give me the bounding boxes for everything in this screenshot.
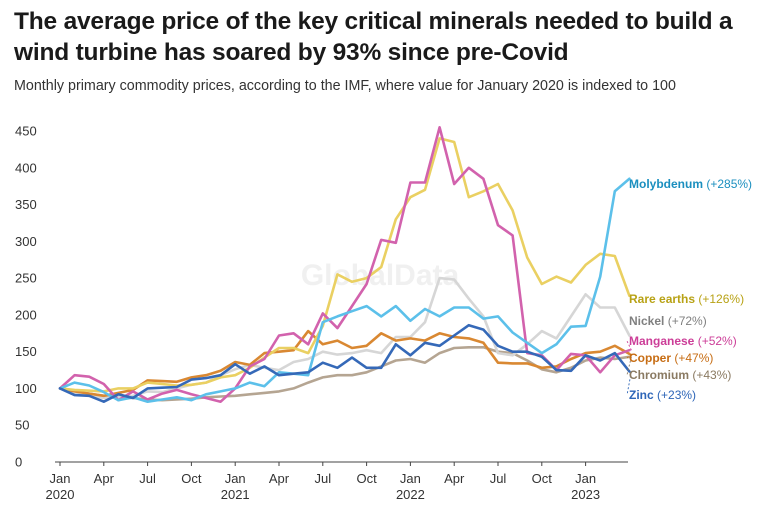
y-tick-label: 50 xyxy=(15,418,29,433)
x-tick-month: Oct xyxy=(181,471,202,486)
series-label-zinc: Zinc (+23%) xyxy=(629,388,696,402)
series-line-zinc xyxy=(58,323,631,403)
series-name: Zinc xyxy=(629,388,657,402)
series-label-molybdenum: Molybdenum (+285%) xyxy=(629,177,752,191)
y-tick-label: 300 xyxy=(15,234,37,249)
x-tick-year: 2021 xyxy=(221,487,250,502)
y-tick-label: 250 xyxy=(15,271,37,286)
x-tick-month: Oct xyxy=(532,471,553,486)
x-tick-month: Jul xyxy=(314,471,331,486)
series-name: Rare earths xyxy=(629,292,698,306)
y-axis: 0 50 100 150 200 250 300 350 400 450 xyxy=(15,124,37,470)
series-label-chromium: Chromium (+43%) xyxy=(629,368,731,382)
series-change: (+43%) xyxy=(692,368,731,382)
x-tick-month: Jan xyxy=(225,471,246,486)
chart-title: The average price of the key critical mi… xyxy=(14,8,733,66)
x-tick-year: 2022 xyxy=(396,487,425,502)
series-label-nickel: Nickel (+72%) xyxy=(629,314,707,328)
y-tick-label: 350 xyxy=(15,197,37,212)
series-labels: Molybdenum (+285%) Rare earths (+126%) Nic… xyxy=(626,177,752,402)
series-label-manganese: Manganese (+52%) xyxy=(629,334,737,348)
series-name: Nickel xyxy=(629,314,668,328)
series-change: (+126%) xyxy=(698,292,744,306)
x-tick-month: Apr xyxy=(94,471,115,486)
y-tick-label: 200 xyxy=(15,307,37,322)
series-lines xyxy=(58,126,631,403)
x-tick-month: Jul xyxy=(139,471,156,486)
series-name: Chromium xyxy=(629,368,692,382)
label-connector xyxy=(626,353,632,359)
series-label-copper: Copper (+47%) xyxy=(629,351,713,365)
y-tick-label: 100 xyxy=(15,381,37,396)
series-change: (+72%) xyxy=(668,314,707,328)
x-tick-year: 2023 xyxy=(571,487,600,502)
x-tick-month: Oct xyxy=(356,471,377,486)
label-connector xyxy=(626,340,632,351)
x-tick-month: Apr xyxy=(269,471,290,486)
series-name: Copper xyxy=(629,351,674,365)
x-tick-month: Apr xyxy=(444,471,465,486)
series-change: (+285%) xyxy=(706,177,752,191)
series-change: (+47%) xyxy=(674,351,713,365)
y-tick-label: 450 xyxy=(15,124,37,139)
series-line-rare-earths xyxy=(58,137,631,393)
x-tick-month: Jan xyxy=(400,471,421,486)
series-line-molybdenum xyxy=(58,177,631,403)
x-tick-month: Jan xyxy=(575,471,596,486)
x-tick-month: Jan xyxy=(50,471,71,486)
watermark-text: GlobalData xyxy=(301,259,460,292)
series-line-nickel xyxy=(58,276,631,400)
chart-subtitle: Monthly primary commodity prices, accord… xyxy=(14,78,676,94)
label-connector xyxy=(626,356,632,376)
y-tick-label: 150 xyxy=(15,344,37,359)
series-label-rare-earths: Rare earths (+126%) xyxy=(629,292,744,306)
series-line-copper xyxy=(58,329,631,398)
series-name: Molybdenum xyxy=(629,177,706,191)
x-tick-year: 2020 xyxy=(46,487,75,502)
y-tick-label: 400 xyxy=(15,160,37,175)
series-change: (+23%) xyxy=(657,388,696,402)
series-change: (+52%) xyxy=(698,334,737,348)
series-name: Manganese xyxy=(629,334,698,348)
x-tick-month: Jul xyxy=(490,471,507,486)
y-tick-label: 0 xyxy=(15,455,22,470)
